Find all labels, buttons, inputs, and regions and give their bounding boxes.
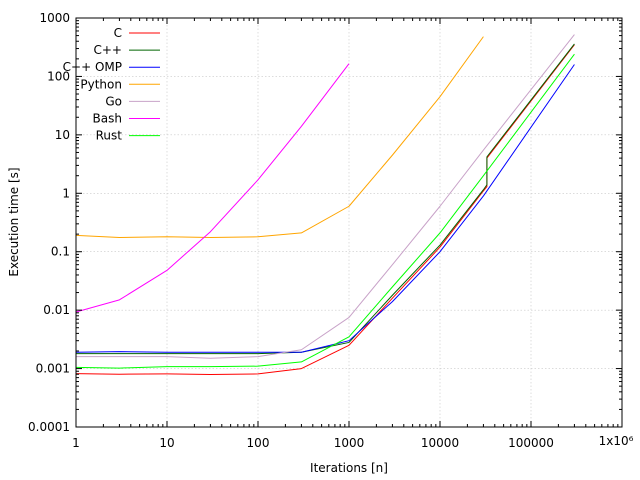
y-axis-label: Execution time [s] (7, 167, 21, 276)
y-tick-label: 10 (55, 128, 70, 142)
grid-lines (76, 18, 622, 427)
y-tick-label: 1000 (39, 11, 70, 25)
axis-ticks: 0.0001 0.001 0.01 0.1 1 10 100 1000 1 10 100 1000 10… (28, 11, 634, 450)
x-tick-label: 100 (247, 436, 270, 450)
x-tick-label: 10000 (421, 436, 459, 450)
series-line-go (76, 34, 575, 359)
y-tick-label: 0.001 (36, 362, 70, 376)
series-line-cpp (76, 43, 575, 355)
series-line-bash (75, 63, 350, 313)
legend-label: Rust (96, 129, 123, 143)
x-tick-label: 1 (72, 436, 80, 450)
series-line-python (75, 36, 484, 239)
series-lines (75, 34, 575, 376)
legend-label: C++ OMP (63, 60, 122, 74)
legend-item-cpp-omp: C++ OMP (63, 60, 160, 74)
legend-item-c: C (114, 26, 160, 40)
series-line-rust (75, 53, 575, 369)
legend-item-python: Python (80, 77, 160, 91)
y-tick-label: 1 (62, 186, 70, 200)
y-tick-label: 100 (47, 69, 70, 83)
series-line-c (75, 44, 575, 376)
x-tick-label: 1x10⁶ (599, 434, 634, 448)
legend-item-go: Go (105, 94, 160, 108)
legend-label: Bash (93, 112, 122, 126)
x-axis-label: Iterations [n] (310, 461, 388, 475)
legend-item-bash: Bash (93, 112, 160, 126)
legend-label: C++ (94, 43, 123, 57)
legend-label: C (114, 26, 122, 40)
legend: C C++ C++ OMP Python Go Bash Rust (63, 26, 160, 143)
x-tick-label: 10 (159, 436, 174, 450)
y-tick-label: 0.01 (43, 303, 70, 317)
x-tick-label: 1000 (334, 436, 365, 450)
y-tick-label: 0.1 (51, 245, 70, 259)
x-tick-label: 100000 (508, 436, 554, 450)
y-tick-label: 0.0001 (28, 420, 70, 434)
legend-item-rust: Rust (96, 129, 160, 143)
legend-label: Go (105, 94, 122, 108)
series-line-cpp-omp (75, 64, 575, 353)
legend-item-cpp: C++ (94, 43, 160, 57)
legend-label: Python (80, 77, 122, 91)
